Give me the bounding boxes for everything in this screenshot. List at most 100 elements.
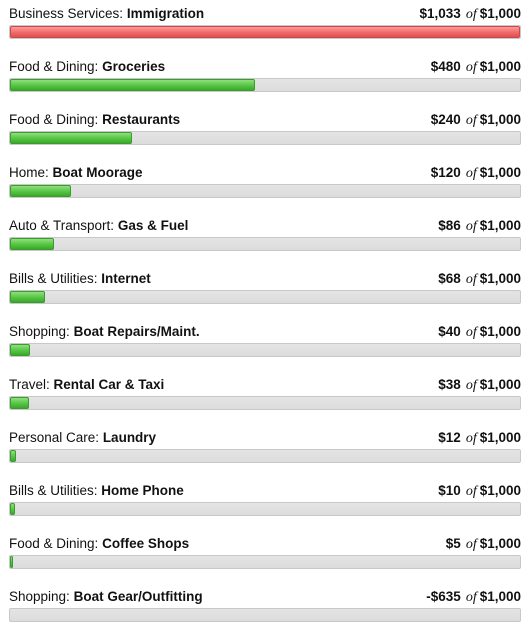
budget-amounts: $10 of $1,000 bbox=[438, 480, 521, 503]
spent-amount: $12 bbox=[438, 430, 461, 445]
category-label[interactable]: Food & Dining: Groceries bbox=[9, 56, 165, 78]
budget-row-boat-moorage[interactable]: Home: Boat Moorage $120 of $1,000 bbox=[9, 162, 521, 208]
budget-row-rental-car-taxi[interactable]: Travel: Rental Car & Taxi $38 of $1,000 bbox=[9, 374, 521, 420]
progress-track bbox=[9, 449, 521, 463]
of-separator: of bbox=[465, 60, 477, 75]
progress-track bbox=[9, 555, 521, 569]
budget-limit: $1,000 bbox=[479, 59, 521, 74]
budget-row-coffee-shops[interactable]: Food & Dining: Coffee Shops $5 of $1,000 bbox=[9, 533, 521, 579]
progress-fill bbox=[10, 132, 133, 144]
budget-amounts: $68 of $1,000 bbox=[438, 268, 521, 291]
progress-track bbox=[9, 608, 521, 622]
budget-row-header: Bills & Utilities: Home Phone $10 of $1,00… bbox=[9, 480, 521, 502]
budget-amounts: $120 of $1,000 bbox=[431, 162, 521, 185]
spent-amount: $86 bbox=[438, 218, 461, 233]
budget-row-home-phone[interactable]: Bills & Utilities: Home Phone $10 of $1,00… bbox=[9, 480, 521, 526]
budget-limit: $1,000 bbox=[479, 430, 521, 445]
subcategory: Groceries bbox=[102, 59, 166, 74]
budget-row-header: Food & Dining: Restaurants $240 of $1,000 bbox=[9, 109, 521, 131]
spent-amount: $480 bbox=[430, 59, 461, 74]
budget-row-boat-gear[interactable]: Shopping: Boat Gear/Outfitting -$635 of $1… bbox=[9, 586, 521, 632]
budget-limit: $1,000 bbox=[479, 589, 521, 604]
category-label[interactable]: Bills & Utilities: Home Phone bbox=[9, 480, 184, 502]
of-separator: of bbox=[465, 325, 477, 340]
progress-track bbox=[9, 396, 521, 410]
spent-amount: $5 bbox=[445, 536, 461, 551]
budget-limit: $1,000 bbox=[479, 112, 521, 127]
budget-amounts: $40 of $1,000 bbox=[438, 321, 521, 344]
budget-row-gas-fuel[interactable]: Auto & Transport: Gas & Fuel $86 of $1,000 bbox=[9, 215, 521, 261]
progress-track bbox=[9, 131, 521, 145]
category-label[interactable]: Shopping: Boat Gear/Outfitting bbox=[9, 586, 203, 608]
budget-amounts: $480 of $1,000 bbox=[431, 56, 521, 79]
of-separator: of bbox=[465, 590, 477, 605]
budget-row-laundry[interactable]: Personal Care: Laundry $12 of $1,000 bbox=[9, 427, 521, 473]
budget-limit: $1,000 bbox=[479, 536, 521, 551]
budget-row-header: Shopping: Boat Repairs/Maint. $40 of $1,00… bbox=[9, 321, 521, 343]
of-separator: of bbox=[465, 272, 477, 287]
progress-fill bbox=[10, 185, 72, 197]
budget-row-immigration[interactable]: Business Services: Immigration $1,033 of $… bbox=[9, 3, 521, 49]
subcategory: Gas & Fuel bbox=[117, 218, 189, 233]
parent-category: Bills & Utilities: bbox=[9, 483, 98, 498]
subcategory: Boat Moorage bbox=[52, 165, 143, 180]
budget-limit: $1,000 bbox=[479, 483, 521, 498]
budget-row-header: Auto & Transport: Gas & Fuel $86 of $1,000 bbox=[9, 215, 521, 237]
of-separator: of bbox=[465, 537, 477, 552]
parent-category: Food & Dining: bbox=[9, 536, 99, 551]
budget-limit: $1,000 bbox=[479, 218, 521, 233]
spent-amount: $68 bbox=[438, 271, 461, 286]
parent-category: Auto & Transport: bbox=[9, 218, 115, 233]
budget-amounts: $1,033 of $1,000 bbox=[420, 3, 521, 26]
budget-amounts: $38 of $1,000 bbox=[438, 374, 521, 397]
spent-amount: -$635 bbox=[426, 589, 461, 604]
budget-row-header: Bills & Utilities: Internet $68 of $1,000 bbox=[9, 268, 521, 290]
budget-row-header: Shopping: Boat Gear/Outfitting -$635 of $1… bbox=[9, 586, 521, 608]
budget-amounts: $86 of $1,000 bbox=[438, 215, 521, 238]
of-separator: of bbox=[465, 7, 477, 22]
progress-track bbox=[9, 25, 521, 39]
category-label[interactable]: Home: Boat Moorage bbox=[9, 162, 143, 184]
budget-limit: $1,000 bbox=[479, 6, 521, 21]
parent-category: Home: bbox=[9, 165, 49, 180]
parent-category: Shopping: bbox=[9, 324, 70, 339]
category-label[interactable]: Business Services: Immigration bbox=[9, 3, 204, 25]
subcategory: Internet bbox=[101, 271, 151, 286]
budget-row-restaurants[interactable]: Food & Dining: Restaurants $240 of $1,000 bbox=[9, 109, 521, 155]
subcategory: Rental Car & Taxi bbox=[53, 377, 165, 392]
spent-amount: $120 bbox=[430, 165, 461, 180]
budget-amounts: -$635 of $1,000 bbox=[426, 586, 521, 609]
of-separator: of bbox=[465, 431, 477, 446]
budget-row-groceries[interactable]: Food & Dining: Groceries $480 of $1,000 bbox=[9, 56, 521, 102]
parent-category: Shopping: bbox=[9, 589, 70, 604]
budget-amounts: $12 of $1,000 bbox=[438, 427, 521, 450]
category-label[interactable]: Travel: Rental Car & Taxi bbox=[9, 374, 164, 396]
category-label[interactable]: Food & Dining: Coffee Shops bbox=[9, 533, 189, 555]
parent-category: Travel: bbox=[9, 377, 50, 392]
progress-fill bbox=[10, 556, 13, 568]
category-label[interactable]: Auto & Transport: Gas & Fuel bbox=[9, 215, 188, 237]
progress-track bbox=[9, 290, 521, 304]
budget-row-header: Personal Care: Laundry $12 of $1,000 bbox=[9, 427, 521, 449]
subcategory: Immigration bbox=[126, 6, 205, 21]
subcategory: Boat Repairs/Maint. bbox=[73, 324, 200, 339]
category-label[interactable]: Shopping: Boat Repairs/Maint. bbox=[9, 321, 200, 343]
budget-row-internet[interactable]: Bills & Utilities: Internet $68 of $1,000 bbox=[9, 268, 521, 314]
category-label[interactable]: Personal Care: Laundry bbox=[9, 427, 156, 449]
budget-row-header: Food & Dining: Groceries $480 of $1,000 bbox=[9, 56, 521, 78]
budget-row-boat-repairs[interactable]: Shopping: Boat Repairs/Maint. $40 of $1,00… bbox=[9, 321, 521, 367]
parent-category: Business Services: bbox=[9, 6, 124, 21]
of-separator: of bbox=[465, 219, 477, 234]
subcategory: Boat Gear/Outfitting bbox=[73, 589, 203, 604]
subcategory: Laundry bbox=[102, 430, 157, 445]
progress-track bbox=[9, 502, 521, 516]
progress-fill bbox=[10, 397, 30, 409]
category-label[interactable]: Food & Dining: Restaurants bbox=[9, 109, 180, 131]
category-label[interactable]: Bills & Utilities: Internet bbox=[9, 268, 151, 290]
spent-amount: $240 bbox=[430, 112, 461, 127]
progress-fill bbox=[10, 79, 255, 91]
budget-row-header: Food & Dining: Coffee Shops $5 of $1,000 bbox=[9, 533, 521, 555]
progress-track bbox=[9, 184, 521, 198]
budget-row-header: Home: Boat Moorage $120 of $1,000 bbox=[9, 162, 521, 184]
progress-fill bbox=[10, 291, 45, 303]
